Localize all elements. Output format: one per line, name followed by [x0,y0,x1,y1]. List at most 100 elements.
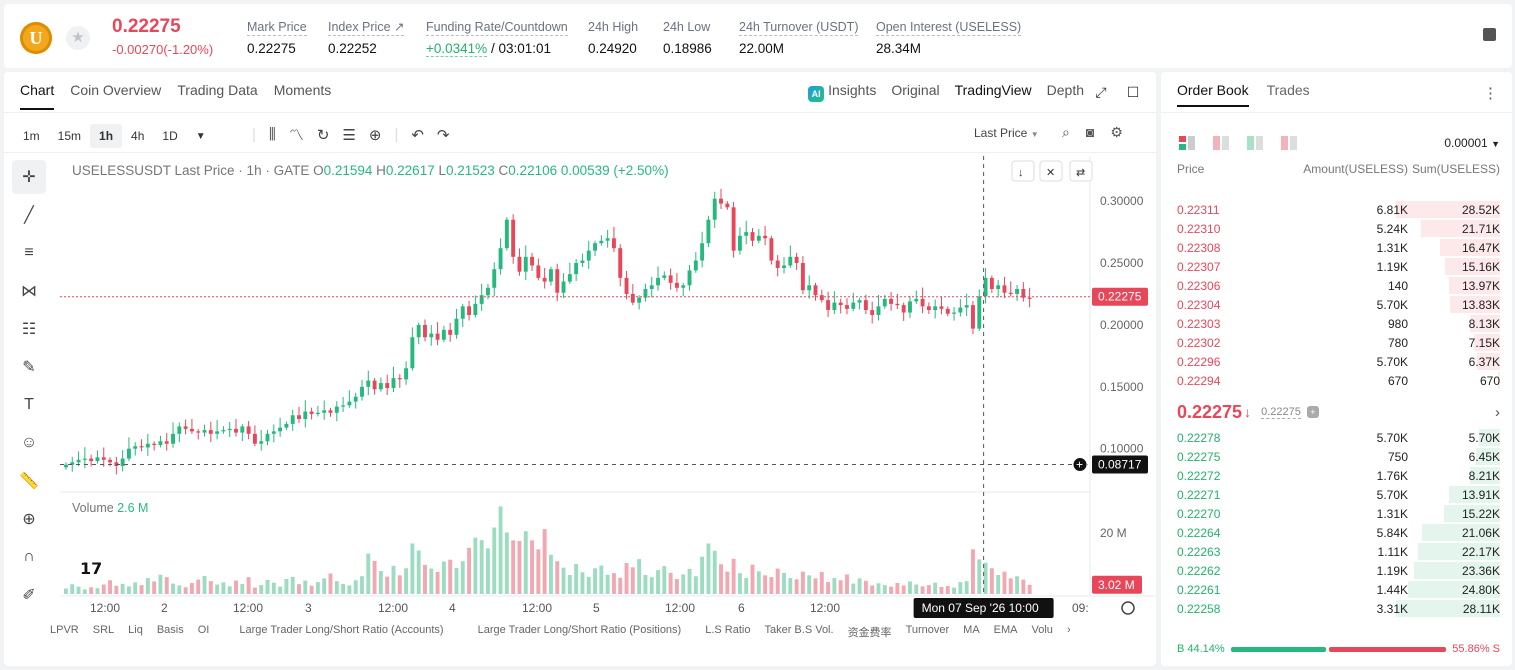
stat-label[interactable]: 24h Turnover (USDT) [739,20,859,36]
ask-row[interactable]: 0.22311 6.81K 28.52K [1161,200,1512,219]
candle-body [750,232,755,241]
tab-trading-data[interactable]: Trading Data [177,82,258,98]
replay-icon[interactable]: ↻ [316,126,330,144]
brush-icon[interactable]: ✎ [22,359,36,376]
candle-body [674,282,679,288]
bid-row[interactable]: 0.22258 3.31K 28.11K [1161,599,1512,618]
stat-label[interactable]: Funding Rate/Countdown [426,20,568,36]
ask-row[interactable]: 0.22303 980 8.13K [1161,314,1512,333]
candle-body [284,423,289,428]
tab-original[interactable]: Original [891,82,940,98]
indicator-ls-ratio[interactable]: L.S Ratio [705,624,751,636]
chart-corner-button [1011,160,1035,182]
legend-high: 0.22617 [386,163,439,178]
crosshair-icon[interactable]: ✛ [12,160,46,194]
tab-chart[interactable]: Chart [20,82,55,110]
expand-icon[interactable]: ⤢ [1095,84,1107,100]
indicator-basis[interactable]: Basis [156,624,184,636]
gear-icon[interactable]: ⚙ [1110,124,1123,140]
template-icon[interactable]: ☰ [342,126,356,144]
ask-row[interactable]: 0.22294 670 670 [1161,371,1512,390]
indicator-lpvr[interactable]: LPVR [50,624,79,636]
tab-order-book[interactable]: Order Book [1177,82,1249,107]
interval-1d[interactable]: 1D [162,129,178,143]
bid-row[interactable]: 0.22270 1.31K 15.22K [1161,504,1512,523]
search-icon[interactable]: ⌕ [1062,124,1070,140]
mark-price[interactable]: 0.22275 [1261,405,1301,419]
interval-1h[interactable]: 1h [90,124,123,148]
interval-1m[interactable]: 1m [23,129,40,143]
interval-dropdown-icon[interactable]: ▼ [195,130,206,142]
funding-rate-value[interactable]: +0.0341% [426,41,488,57]
ask-row[interactable]: 0.22296 5.70K 6.37K [1161,352,1512,371]
bid-row[interactable]: 0.22271 5.70K 13.91K [1161,485,1512,504]
candle-type-icon[interactable]: ⫼ [268,126,276,143]
mode-bids-icon[interactable] [1247,136,1263,150]
price-source-select[interactable]: Last Price ▼ [974,126,1039,140]
horizontal-lines-icon[interactable]: ≡ [24,244,34,261]
tab-insights[interactable]: AI Insights [808,82,876,102]
ask-row[interactable]: 0.22310 5.24K 21.71K [1161,219,1512,238]
indicator-liq[interactable]: Liq [128,624,143,636]
indicator-oi[interactable]: OI [197,624,210,636]
price-chart[interactable]: 0.30000 0.25000 0.20000 0.15000 0.10000 20 M 1… [60,156,1156,618]
ask-row[interactable]: 0.22306 140 13.97K [1161,276,1512,295]
precision-select[interactable]: 0.00001 ▼ [1444,136,1500,150]
interval-4h[interactable]: 4h [131,129,145,143]
chevron-right-icon[interactable]: › [1066,624,1071,636]
bid-row[interactable]: 0.22275 750 6.45K [1161,447,1512,466]
order-sum: 6.37K [1468,354,1500,369]
tab-trades[interactable]: Trades [1266,82,1310,98]
ask-row[interactable]: 0.22308 1.31K 16.47K [1161,238,1512,257]
bid-row[interactable]: 0.22263 1.11K 22.17K [1161,542,1512,561]
indicator-ltls-accounts[interactable]: Large Trader Long/Short Ratio (Accounts) [239,624,444,636]
emoji-icon[interactable]: ☺ [20,434,38,451]
bid-row[interactable]: 0.22262 1.19K 23.36K [1161,561,1512,580]
depth-bar [1497,372,1500,389]
chevron-right-icon[interactable]: › [1495,403,1500,421]
ask-row[interactable]: 0.22302 780 7.15K [1161,333,1512,352]
stat-label[interactable]: Open Interest (USELESS) [876,20,1022,36]
more-icon[interactable]: ⋮ [1483,85,1498,102]
window-icon[interactable]: ☐ [1126,84,1140,100]
add-indicator-icon[interactable]: ⊕ [368,126,382,144]
stat-label[interactable]: Index Price ↗ [328,20,405,36]
mode-both-icon[interactable] [1179,136,1195,150]
stat-label[interactable]: Mark Price [247,20,307,36]
bid-row[interactable]: 0.22261 1.44K 24.80K [1161,580,1512,599]
undo-icon[interactable]: ↶ [411,126,424,144]
indicator-ema[interactable]: EMA [993,624,1018,636]
indicator-ltls-positions[interactable]: Large Trader Long/Short Ratio (Positions… [477,624,682,636]
indicator-taker-vol[interactable]: Taker B.S Vol. [764,624,834,636]
tab-coin-overview[interactable]: Coin Overview [70,82,162,98]
favorite-star-icon[interactable]: ★ [66,26,90,50]
ruler-icon[interactable]: 📏 [19,473,39,490]
tab-moments[interactable]: Moments [273,82,332,98]
pencil-lock-icon[interactable]: ✐ [22,587,36,604]
bid-row[interactable]: 0.22278 5.70K 5.70K [1161,428,1512,447]
camera-icon[interactable]: ◙ [1085,124,1095,140]
ask-row[interactable]: 0.22307 1.19K 15.16K [1161,257,1512,276]
interval-15m[interactable]: 15m [57,129,82,143]
mode-asks-icon[interactable] [1213,136,1229,150]
text-icon[interactable]: T [24,396,34,413]
indicator-volume[interactable]: Volu [1031,624,1053,636]
indicator-srl[interactable]: SRL [92,624,115,636]
bid-row[interactable]: 0.22272 1.76K 8.21K [1161,466,1512,485]
mode-compact-icon[interactable] [1281,136,1297,150]
redo-icon[interactable]: ↷ [436,126,450,144]
magnet-icon[interactable]: ∩ [23,548,35,565]
indicator-funding[interactable]: 资金费率 [847,627,892,639]
trendline-icon[interactable]: ╱ [24,207,34,224]
fib-icon[interactable]: ☷ [21,321,37,338]
indicator-ma[interactable]: MA [963,624,980,636]
tab-tradingview[interactable]: TradingView [954,82,1032,98]
zoom-in-icon[interactable]: ⊕ [22,511,36,528]
tab-depth[interactable]: Depth [1046,82,1084,98]
bid-row[interactable]: 0.22264 5.84K 21.06K [1161,523,1512,542]
ask-row[interactable]: 0.22304 5.70K 13.83K [1161,295,1512,314]
indicator-turnover[interactable]: Turnover [905,624,950,636]
pattern-icon[interactable]: ⋈ [21,283,37,300]
book-icon[interactable] [1483,28,1496,41]
indicator-icon[interactable]: 〽 [288,127,304,144]
